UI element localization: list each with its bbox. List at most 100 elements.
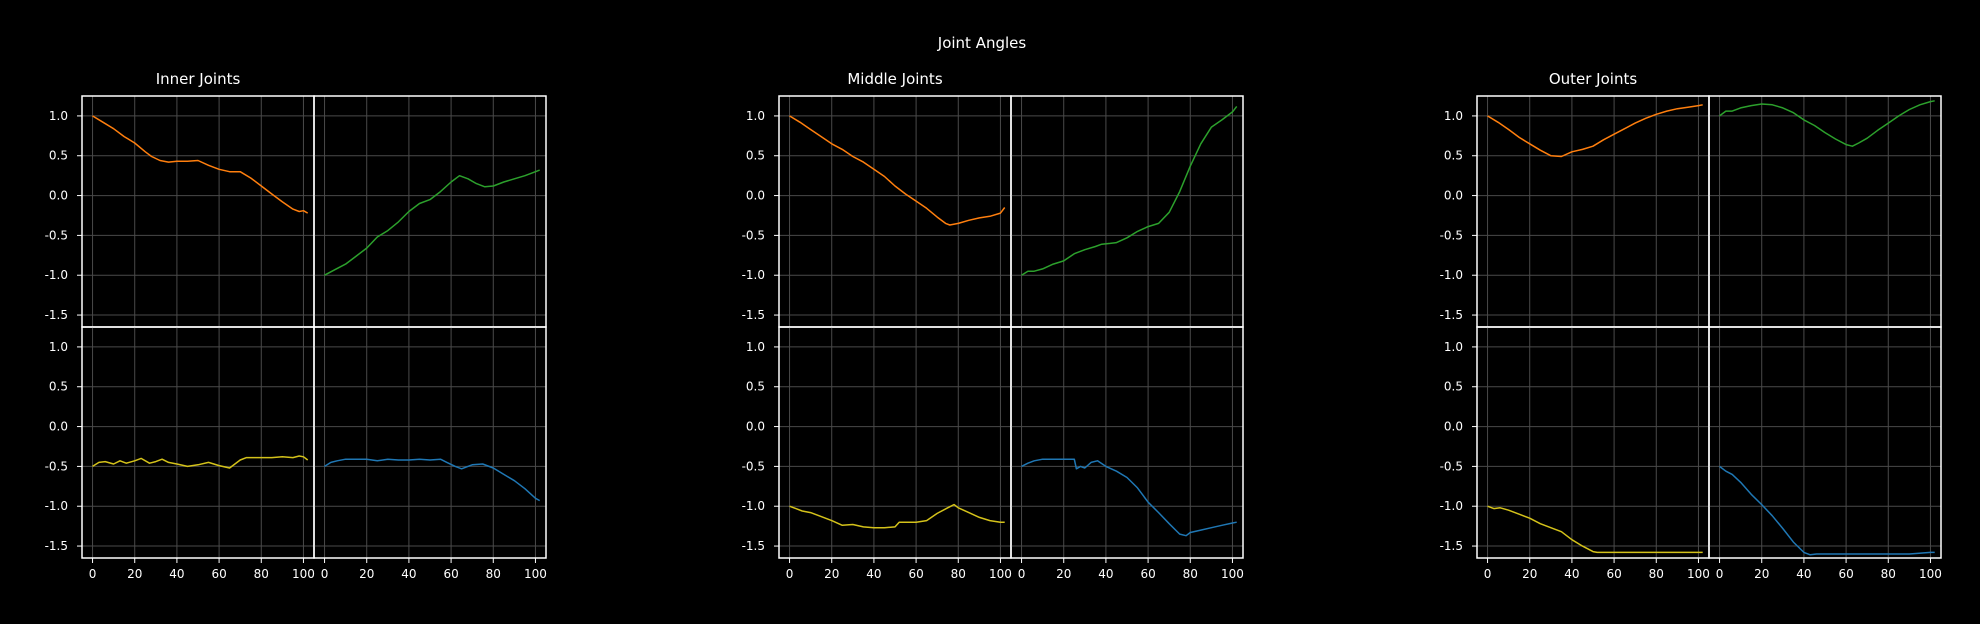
y-tick-label: 0.5 xyxy=(1444,380,1463,394)
x-tick-label: 20 xyxy=(1522,567,1537,581)
y-tick-label: -1.0 xyxy=(742,499,765,513)
panel-frame xyxy=(1708,326,1942,559)
y-tick-label: -1.5 xyxy=(742,539,765,553)
x-tick-label: 0 xyxy=(1716,567,1724,581)
x-tick-label: 40 xyxy=(1564,567,1579,581)
x-tick-label: 100 xyxy=(1687,567,1710,581)
x-tick-label: 0 xyxy=(1484,567,1492,581)
x-tick-label: 40 xyxy=(1796,567,1811,581)
y-tick-label: 0.5 xyxy=(746,149,765,163)
panel-frame xyxy=(1010,326,1244,559)
x-tick-label: 40 xyxy=(866,567,881,581)
y-tick-label: -1.0 xyxy=(45,499,68,513)
y-tick-label: -1.5 xyxy=(45,308,68,322)
y-tick-label: 0.5 xyxy=(49,149,68,163)
y-tick-label: 0.5 xyxy=(1444,149,1463,163)
x-tick-label: 80 xyxy=(951,567,966,581)
series-line-green xyxy=(324,169,540,276)
x-tick-label: 100 xyxy=(1919,567,1942,581)
y-tick-label: -1.5 xyxy=(1440,539,1463,553)
y-tick-label: 1.0 xyxy=(746,109,765,123)
series-line-green xyxy=(1021,105,1238,276)
x-tick-label: 80 xyxy=(1881,567,1896,581)
x-tick-label: 80 xyxy=(1649,567,1664,581)
x-tick-label: 0 xyxy=(786,567,794,581)
x-tick-label: 100 xyxy=(989,567,1012,581)
x-tick-label: 20 xyxy=(127,567,142,581)
x-tick-label: 20 xyxy=(359,567,374,581)
y-tick-label: -0.5 xyxy=(45,228,68,242)
y-tick-label: -1.0 xyxy=(45,268,68,282)
y-tick-label: 0.0 xyxy=(49,420,68,434)
x-tick-label: 0 xyxy=(89,567,97,581)
series-line-yellow xyxy=(789,503,1005,529)
series-line-orange xyxy=(92,115,309,214)
x-tick-label: 60 xyxy=(1838,567,1853,581)
x-tick-label: 40 xyxy=(1098,567,1113,581)
x-tick-label: 20 xyxy=(824,567,839,581)
y-tick-label: -0.5 xyxy=(1440,228,1463,242)
y-tick-label: -1.0 xyxy=(1440,499,1463,513)
y-tick-label: 0.0 xyxy=(746,189,765,203)
y-tick-label: 0.0 xyxy=(1444,189,1463,203)
y-tick-label: 1.0 xyxy=(1444,109,1463,123)
series-line-orange xyxy=(1487,104,1703,158)
subplot-group-outer-joints: Outer Joints 1.0 0.5 0.0 -0.5 -1.0 -1.5 1.0 0.5 0… xyxy=(1440,70,1942,581)
y-tick-label: -0.5 xyxy=(742,228,765,242)
panel-top-right xyxy=(1708,95,1942,328)
series-line-blue xyxy=(324,458,541,502)
x-tick-label: 20 xyxy=(1056,567,1071,581)
series-line-yellow xyxy=(1487,505,1703,554)
y-tick-label: 1.0 xyxy=(1444,340,1463,354)
y-tick-label: -0.5 xyxy=(45,459,68,473)
y-tick-label: -1.5 xyxy=(742,308,765,322)
x-tick-label: 40 xyxy=(401,567,416,581)
panel-bottom-left: 1.0 0.5 0.0 -0.5 -1.0 -1.5 0 20 40 60 80 100 xyxy=(1440,326,1710,581)
x-tick-label: 60 xyxy=(443,567,458,581)
panel-top-right xyxy=(1010,95,1244,328)
figure-title: Joint Angles xyxy=(937,34,1027,52)
x-tick-label: 60 xyxy=(211,567,226,581)
y-tick-label: 0.5 xyxy=(49,380,68,394)
group-title: Outer Joints xyxy=(1549,70,1638,88)
subplot-groups: Inner Joints 1.0 0.5 0.0 -0.5 -1.0 -1.5 1.0 0.5 0… xyxy=(45,70,1942,581)
x-tick-label: 100 xyxy=(292,567,315,581)
y-tick-label: 0.0 xyxy=(49,189,68,203)
y-tick-label: 0.5 xyxy=(746,380,765,394)
x-tick-label: 0 xyxy=(1018,567,1026,581)
y-tick-label: 1.0 xyxy=(49,109,68,123)
x-tick-label: 80 xyxy=(1183,567,1198,581)
panel-bottom-right: 0 20 40 60 80 100 xyxy=(1708,326,1942,581)
series-line-green xyxy=(1719,100,1935,147)
series-line-blue xyxy=(1021,458,1237,537)
series-line-yellow xyxy=(92,455,309,469)
y-tick-label: -1.5 xyxy=(1440,308,1463,322)
y-tick-label: -1.5 xyxy=(45,539,68,553)
group-title: Inner Joints xyxy=(156,70,241,88)
x-tick-label: 80 xyxy=(486,567,501,581)
x-tick-label: 80 xyxy=(254,567,269,581)
panel-bottom-right: 0 20 40 60 80 100 xyxy=(313,326,547,581)
y-tick-label: -0.5 xyxy=(742,459,765,473)
x-tick-label: 100 xyxy=(524,567,547,581)
panel-frame xyxy=(313,326,547,559)
x-tick-label: 0 xyxy=(321,567,329,581)
y-tick-label: -1.0 xyxy=(1440,268,1463,282)
series-line-orange xyxy=(789,115,1006,226)
x-tick-label: 60 xyxy=(1140,567,1155,581)
subplot-group-inner-joints: Inner Joints 1.0 0.5 0.0 -0.5 -1.0 -1.5 1.0 0.5 0… xyxy=(45,70,547,581)
panel-bottom-left: 1.0 0.5 0.0 -0.5 -1.0 -1.5 0 20 40 60 80 100 xyxy=(742,326,1012,581)
y-tick-label: 0.0 xyxy=(746,420,765,434)
panel-top-right xyxy=(313,95,547,328)
panel-top-left: 1.0 0.5 0.0 -0.5 -1.0 -1.5 xyxy=(45,95,315,328)
x-tick-label: 60 xyxy=(1606,567,1621,581)
panel-top-left: 1.0 0.5 0.0 -0.5 -1.0 -1.5 xyxy=(742,95,1012,328)
series-line-blue xyxy=(1719,465,1935,556)
x-tick-label: 40 xyxy=(169,567,184,581)
y-tick-label: -0.5 xyxy=(1440,459,1463,473)
y-tick-label: 1.0 xyxy=(49,340,68,354)
x-tick-label: 60 xyxy=(908,567,923,581)
panel-bottom-right: 0 20 40 60 80 100 xyxy=(1010,326,1244,581)
